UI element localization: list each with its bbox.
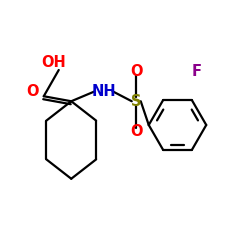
Text: NH: NH xyxy=(92,84,116,99)
Text: F: F xyxy=(191,64,201,79)
Text: O: O xyxy=(130,124,142,139)
Text: S: S xyxy=(131,94,141,109)
Text: O: O xyxy=(26,84,39,99)
Text: OH: OH xyxy=(42,55,66,70)
Text: O: O xyxy=(130,64,142,79)
